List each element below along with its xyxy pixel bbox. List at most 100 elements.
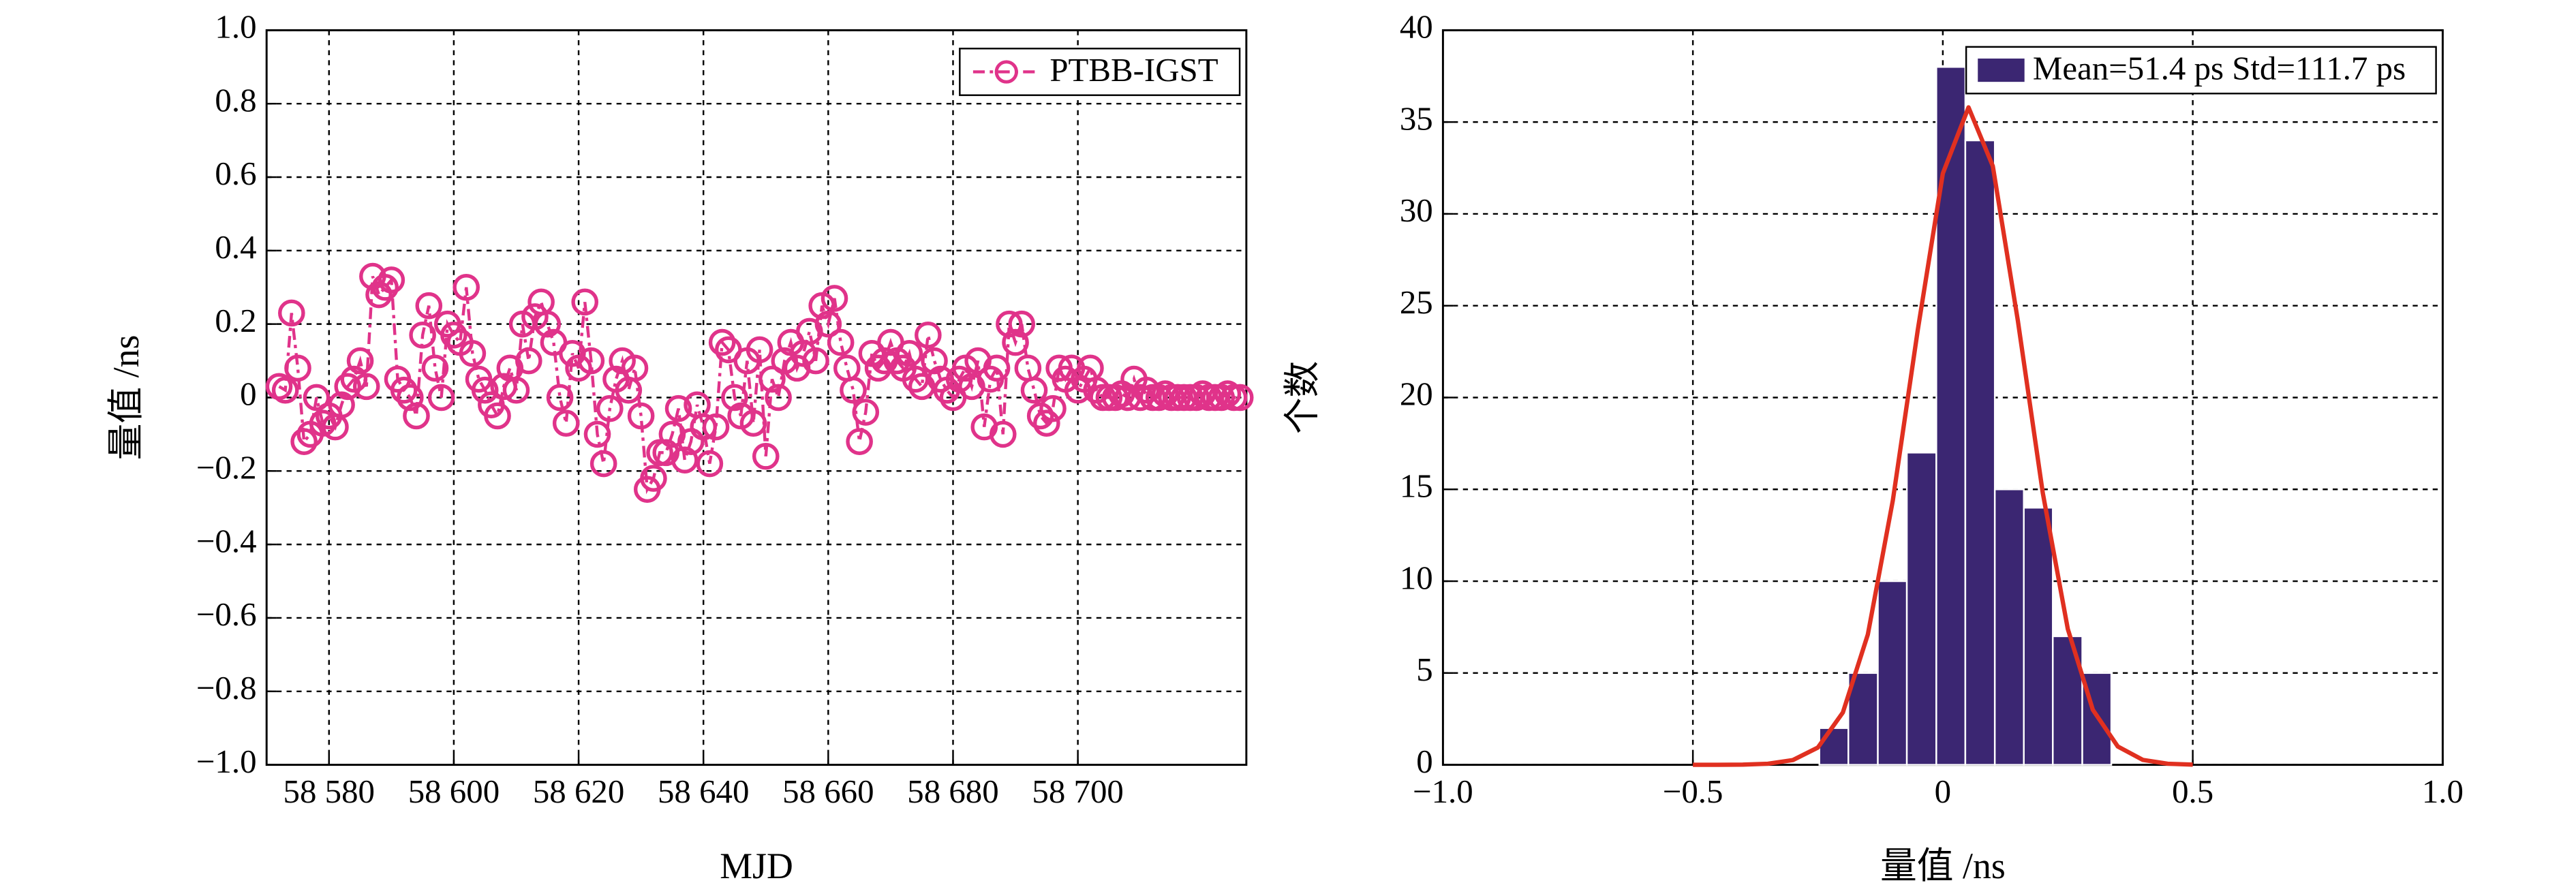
- y-tick-label: −0.4: [196, 522, 257, 559]
- data-point: [1014, 354, 1042, 382]
- data-point: [746, 336, 773, 364]
- data-point: [415, 292, 443, 320]
- fit-curve: [1693, 105, 2193, 767]
- y-tick-label: 15: [1400, 467, 1433, 504]
- data-point: [303, 384, 331, 412]
- data-point: [284, 354, 311, 382]
- data-point: [403, 402, 430, 430]
- y-tick-label: 0.2: [215, 302, 256, 339]
- data-point: [484, 402, 511, 430]
- data-point: [1020, 376, 1048, 404]
- data-point: [671, 446, 699, 473]
- legend-label: PTBB-IGST: [1049, 51, 1218, 89]
- y-tick-label: 0: [240, 375, 256, 413]
- data-point: [515, 347, 542, 375]
- data-point: [696, 450, 724, 478]
- data-point: [895, 339, 923, 367]
- data-point: [752, 442, 780, 470]
- legend: Mean=51.4 ps Std=111.7 ps: [1965, 46, 2437, 95]
- data-point: [334, 373, 362, 401]
- data-point: [765, 384, 792, 412]
- y-tick-label: 0: [1416, 743, 1432, 780]
- x-axis-label: MJD: [720, 845, 793, 885]
- x-axis-label: 量值 /ns: [1880, 845, 2006, 885]
- data-point: [640, 465, 667, 492]
- data-point: [627, 402, 655, 430]
- data-point: [983, 354, 1011, 382]
- data-point: [827, 328, 855, 356]
- data-point: [409, 322, 436, 349]
- data-point: [502, 376, 530, 404]
- data-point: [596, 394, 624, 422]
- x-tick-label: −1.0: [1413, 773, 1473, 810]
- data-point: [440, 322, 467, 349]
- data-point: [690, 413, 718, 441]
- data-point: [915, 322, 942, 349]
- x-tick-label: 0.5: [2172, 773, 2213, 810]
- x-tick-label: 58 600: [408, 773, 500, 810]
- data-point: [552, 409, 580, 437]
- data-point: [371, 273, 399, 301]
- data-point: [490, 373, 517, 401]
- data-point: [1008, 310, 1036, 338]
- data-point: [290, 428, 318, 455]
- data-point: [721, 384, 748, 412]
- data-point: [664, 394, 692, 422]
- bar: [1964, 139, 1996, 766]
- bar: [1905, 452, 1937, 766]
- data-point: [708, 328, 736, 356]
- data-point: [378, 266, 405, 294]
- bar: [1847, 672, 1879, 766]
- y-tick-label: 0.4: [215, 228, 256, 266]
- y-axis-label: 量值 /ns: [106, 335, 147, 461]
- data-point: [989, 420, 1017, 448]
- data-point: [471, 376, 499, 404]
- legend-box: [1965, 46, 2437, 95]
- data-point: [352, 373, 380, 401]
- x-tick-label: 58 620: [533, 773, 624, 810]
- data-point: [346, 347, 374, 375]
- data-point: [571, 288, 599, 316]
- bar: [1818, 727, 1850, 766]
- data-point: [534, 310, 562, 338]
- y-tick-label: 10: [1400, 559, 1433, 596]
- data-point: [621, 354, 649, 382]
- data-point: [421, 354, 449, 382]
- x-tick-label: −0.5: [1663, 773, 1723, 810]
- data-point: [328, 391, 355, 419]
- data-point: [739, 409, 767, 437]
- bar: [1877, 580, 1908, 766]
- data-point: [527, 288, 555, 316]
- x-tick-label: 0: [1935, 773, 1951, 810]
- data-point: [921, 347, 948, 375]
- y-tick-label: −1.0: [196, 743, 257, 780]
- data-point: [996, 310, 1023, 338]
- data-point: [852, 399, 880, 426]
- data-point: [833, 354, 861, 382]
- y-tick-label: 30: [1400, 191, 1433, 229]
- legend-patch: [1978, 58, 2025, 82]
- bar: [2023, 506, 2054, 766]
- x-tick-label: 58 580: [283, 773, 375, 810]
- x-tick-label: 1.0: [2422, 773, 2464, 810]
- data-point: [1126, 384, 1154, 412]
- legend-label: Mean=51.4 ps Std=111.7 ps: [2033, 50, 2406, 87]
- y-tick-label: −0.2: [196, 449, 257, 486]
- y-tick-label: 5: [1416, 651, 1432, 688]
- legend-marker: [994, 60, 1018, 84]
- y-tick-label: −0.6: [196, 595, 257, 633]
- data-point: [814, 310, 842, 338]
- data-point: [589, 450, 617, 478]
- data-point: [840, 376, 867, 404]
- data-point: [453, 273, 480, 301]
- data-point: [846, 428, 873, 455]
- x-tick-label: 58 640: [658, 773, 749, 810]
- y-tick-label: 1.0: [215, 8, 256, 46]
- y-tick-label: 20: [1400, 375, 1433, 413]
- data-point: [278, 299, 305, 327]
- y-tick-label: −0.8: [196, 669, 257, 707]
- data-point: [427, 384, 455, 412]
- y-tick-label: 0.8: [215, 81, 256, 119]
- data-point: [577, 347, 605, 375]
